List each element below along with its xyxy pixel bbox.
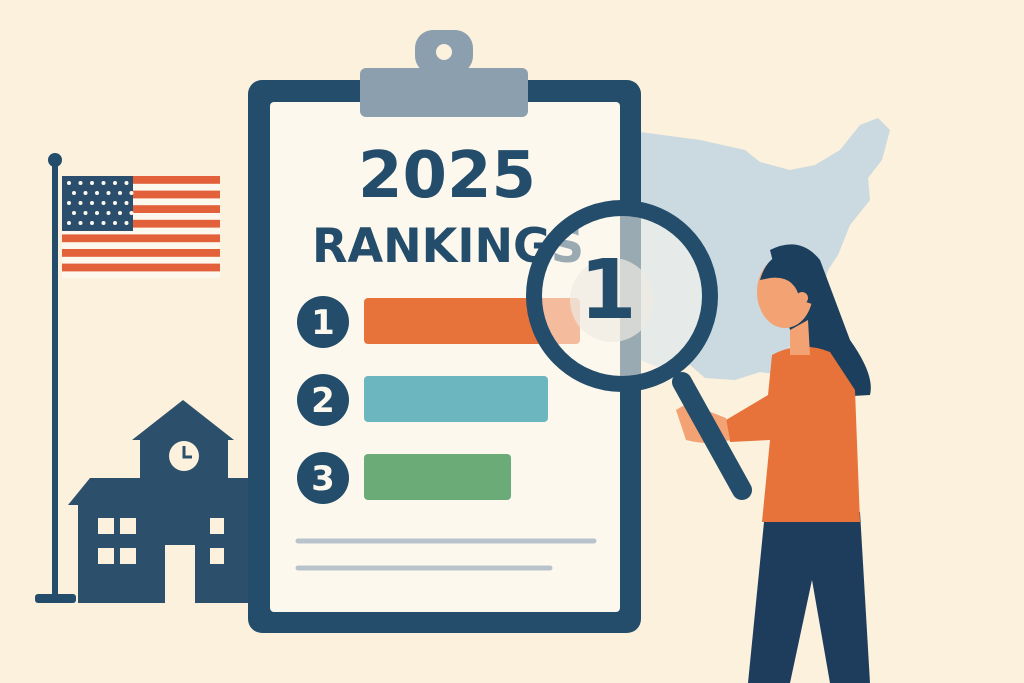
flag-star — [124, 221, 129, 225]
rank-badge — [297, 296, 349, 348]
flag-star — [90, 181, 94, 185]
flag-star — [124, 201, 129, 205]
rank-row: 1 — [297, 296, 580, 348]
flag-star — [72, 191, 76, 195]
school-building-icon — [68, 400, 248, 603]
flag-star — [113, 221, 117, 225]
flag-stripe — [62, 190, 220, 199]
flag-star — [113, 181, 117, 185]
rank-number: 1 — [311, 303, 335, 343]
rank-number: 3 — [311, 459, 335, 499]
flag-stripe — [62, 219, 220, 228]
flag-star — [118, 191, 122, 195]
rank-badge — [297, 452, 349, 504]
flag-star — [129, 211, 134, 215]
flag-star — [118, 211, 122, 215]
magnifying-glass-icon: 1 — [526, 200, 752, 500]
flag-star — [129, 191, 134, 195]
rank-number: 2 — [311, 381, 335, 421]
flag-stripe — [62, 176, 220, 184]
flag-star — [101, 221, 106, 225]
flag-star — [106, 211, 111, 215]
magnified-number: 1 — [579, 243, 636, 338]
flag-star — [67, 201, 71, 205]
flag-star — [106, 191, 111, 195]
clipboard-icon — [248, 30, 641, 633]
rank-bar — [364, 298, 580, 344]
flag-star — [90, 201, 94, 205]
flag-star — [67, 181, 71, 185]
flag-star — [101, 181, 106, 185]
flag-star — [95, 211, 99, 215]
flag-stripe — [62, 263, 220, 272]
flag-stripe — [62, 205, 220, 213]
flag-star — [95, 191, 99, 195]
year-title: 2025 — [358, 139, 536, 213]
rank-row: 3 — [297, 452, 511, 504]
rank-row: 2 — [297, 374, 548, 426]
flag-star — [90, 221, 94, 225]
flag-star — [78, 221, 83, 225]
flag-star — [113, 201, 117, 205]
flag-star — [78, 201, 83, 205]
flag-stripe — [62, 234, 220, 243]
flag-stripe — [62, 249, 220, 257]
flag-star — [83, 191, 88, 195]
rank-bar — [364, 376, 548, 422]
flag-star — [72, 211, 76, 215]
flag-star — [124, 181, 129, 185]
flag-star — [101, 201, 106, 205]
flag-star — [83, 211, 88, 215]
flag-star — [67, 221, 71, 225]
flag-star — [78, 181, 83, 185]
clock-icon — [169, 441, 199, 471]
us-flag-icon — [35, 153, 220, 603]
rank-badge — [297, 374, 349, 426]
rank-bar — [364, 454, 511, 500]
